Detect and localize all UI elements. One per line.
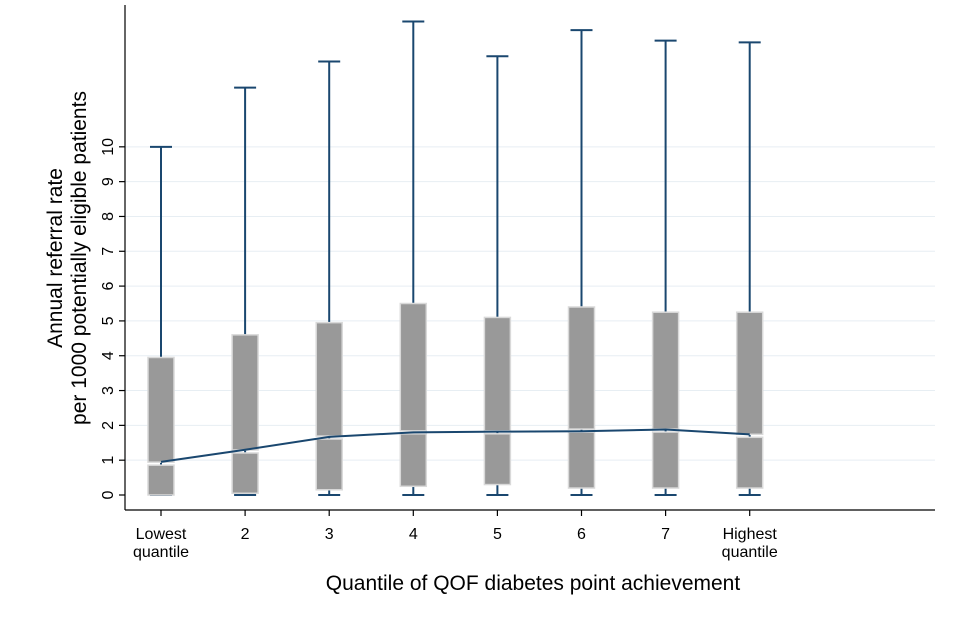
box-upper bbox=[651, 311, 680, 430]
box-upper bbox=[567, 306, 596, 430]
box-lower bbox=[651, 431, 680, 489]
y-tick-label: 9 bbox=[100, 177, 117, 186]
box-upper bbox=[399, 302, 428, 432]
y-tick-label: 7 bbox=[100, 247, 117, 256]
box-lower bbox=[147, 464, 175, 496]
x-tick-label: Highest bbox=[723, 526, 778, 543]
y-tick-label: 6 bbox=[100, 282, 117, 291]
x-tick-label: quantile bbox=[133, 544, 189, 561]
box-lower bbox=[231, 452, 259, 495]
box-lower bbox=[315, 438, 343, 491]
y-axis-title-line: Annual referral rate bbox=[44, 168, 67, 348]
box-upper bbox=[231, 334, 259, 451]
boxes bbox=[147, 302, 764, 496]
x-tick-label: 3 bbox=[325, 526, 334, 543]
x-tick-label: 7 bbox=[661, 526, 670, 543]
box-lower bbox=[399, 433, 428, 488]
y-tick-label: 8 bbox=[100, 212, 117, 221]
trend-line-group bbox=[160, 428, 750, 463]
trend-line bbox=[160, 428, 750, 463]
y-axis-title: Annual referral rateper 1000 potentially… bbox=[44, 91, 91, 425]
x-axis-title: Quantile of QOF diabetes point achieveme… bbox=[326, 572, 741, 595]
gridlines bbox=[125, 146, 935, 461]
box-lower bbox=[735, 436, 764, 489]
y-tick-label: 2 bbox=[100, 421, 117, 430]
box-upper bbox=[315, 321, 343, 437]
y-axis-title-line: per 1000 potentially eligible patients bbox=[68, 91, 91, 425]
box-lower bbox=[567, 431, 596, 489]
x-tick-label: 4 bbox=[409, 526, 418, 543]
y-tick-label: 1 bbox=[100, 456, 117, 465]
y-tick-labels: 0 1 2 3 4 5 6 7 8 9 10 bbox=[100, 138, 125, 499]
y-tick-label: 10 bbox=[100, 138, 117, 156]
box-upper bbox=[147, 356, 175, 463]
box-upper bbox=[735, 311, 764, 436]
y-tick-label: 3 bbox=[100, 386, 117, 395]
x-tick-label: 6 bbox=[577, 526, 586, 543]
x-tick-label: 5 bbox=[493, 526, 502, 543]
box-lower bbox=[483, 433, 512, 486]
y-tick-label: 0 bbox=[100, 490, 117, 499]
y-tick-label: 5 bbox=[100, 316, 117, 325]
box-upper bbox=[483, 316, 512, 432]
x-tick-label: 2 bbox=[241, 526, 250, 543]
x-tick-label: Lowest bbox=[136, 526, 187, 543]
y-tick-label: 4 bbox=[100, 351, 117, 360]
x-tick-label: quantile bbox=[722, 544, 778, 561]
